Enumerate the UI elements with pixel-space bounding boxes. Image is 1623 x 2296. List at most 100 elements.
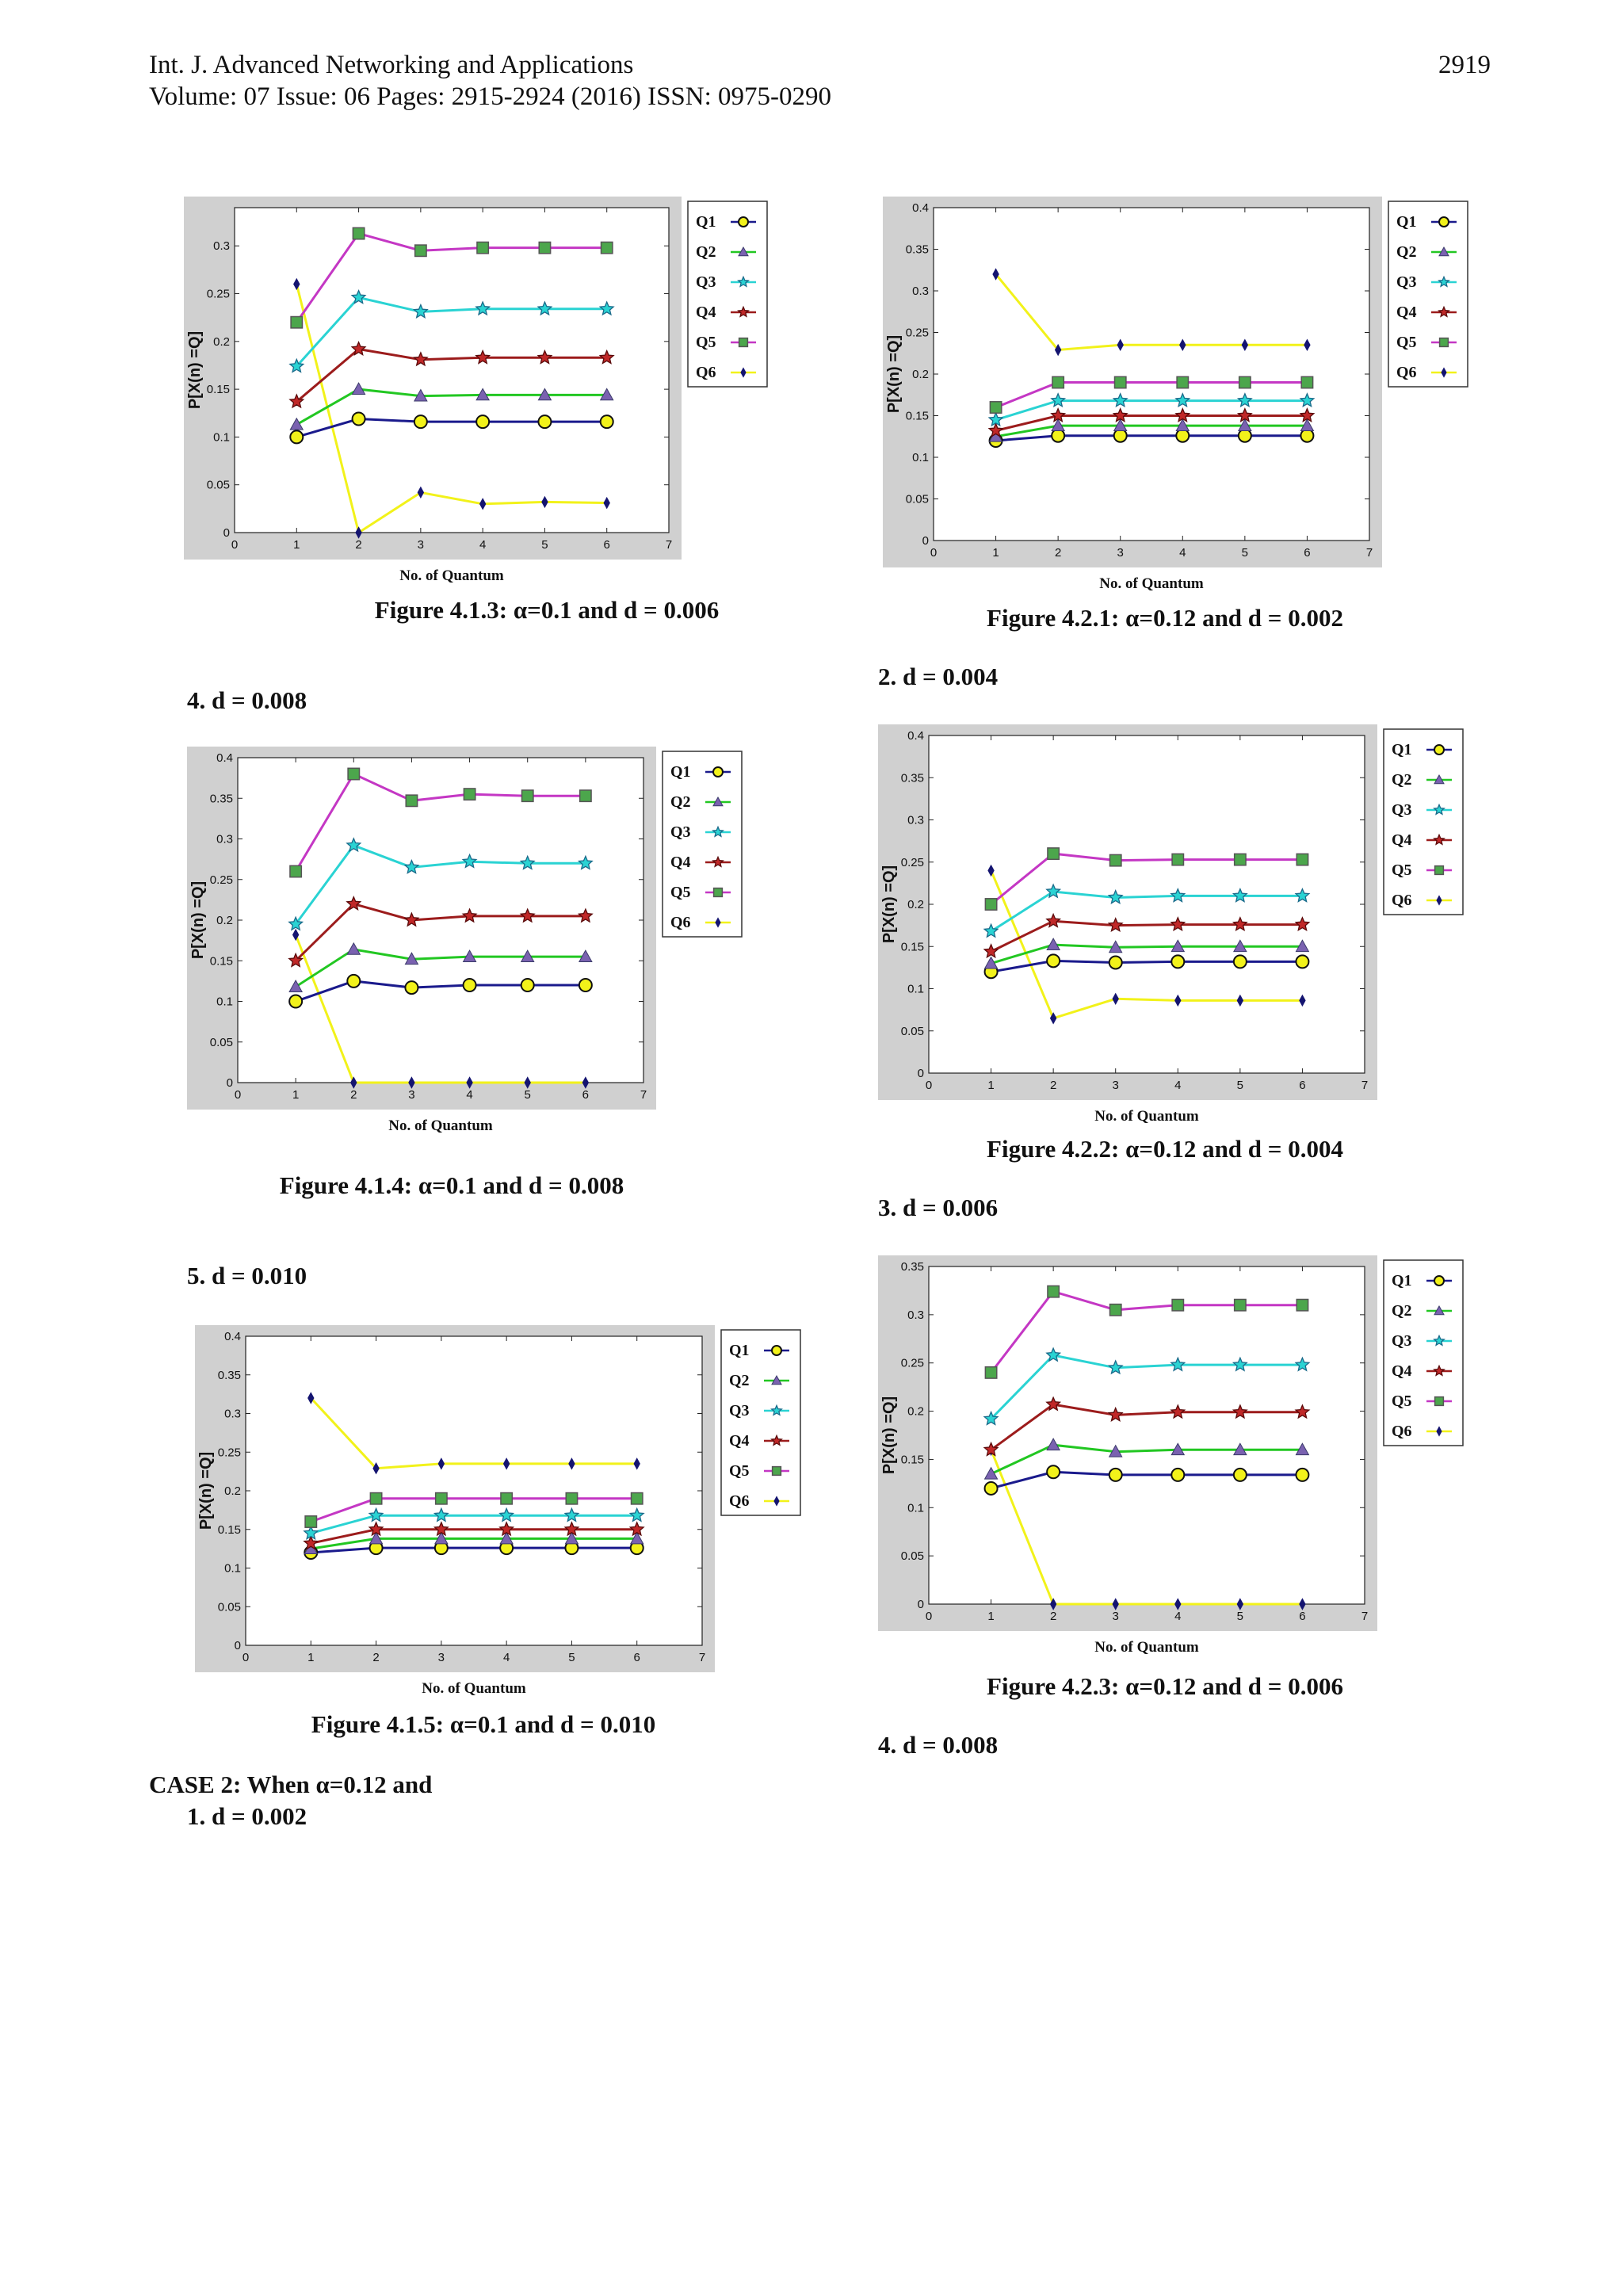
x-tick-label: 2 — [1055, 546, 1061, 560]
x-tick-label: 0 — [242, 1651, 249, 1664]
data-point-q4 — [1294, 916, 1311, 932]
data-point-q1 — [404, 980, 419, 995]
y-tick-label: 0.1 — [216, 995, 233, 1009]
data-point-q6 — [1304, 338, 1311, 351]
x-tick-label: 6 — [1299, 1079, 1305, 1092]
x-tick-label: 2 — [1050, 1079, 1056, 1092]
legend-entry: Q4 — [1392, 831, 1452, 849]
x-tick-label: 4 — [1179, 546, 1186, 560]
data-point-q1 — [1046, 953, 1061, 968]
data-point-q4 — [433, 1521, 449, 1537]
x-tick-label: 5 — [525, 1088, 531, 1102]
y-tick-label: 0.25 — [218, 1446, 241, 1459]
legend-label: Q5 — [729, 1462, 750, 1480]
legend-marker-q4 — [1433, 1364, 1445, 1377]
series-line-q1 — [991, 959, 1303, 973]
legend-box — [1383, 1259, 1464, 1446]
data-point-q5 — [304, 1515, 318, 1528]
legend-entry: Q1 — [1392, 1272, 1452, 1289]
figure-4-1-5: 0 0.05 0.1 0.15 0.2 0.25 0.3 0.35 0.4 0 1 2 3 4 5 6 7 No.… — [195, 1325, 807, 1701]
series-line-q6 — [294, 934, 586, 1084]
x-tick-label: 3 — [1117, 546, 1124, 560]
data-point-q3 — [475, 300, 491, 316]
data-point-q6 — [293, 277, 300, 291]
y-tick-label: 0 — [235, 1639, 241, 1652]
data-point-q5 — [1109, 1303, 1122, 1316]
legend-marker-q1 — [1438, 216, 1449, 227]
legend-entry: Q2 — [1392, 1302, 1452, 1320]
legend-marker-q5 — [1434, 865, 1445, 876]
legend-entry: Q5 — [729, 1462, 789, 1480]
legend-entry: Q4 — [670, 854, 731, 871]
data-point-q4 — [368, 1521, 384, 1537]
legend-label: Q2 — [1396, 243, 1417, 261]
data-point-q2 — [351, 382, 366, 395]
data-point-q5 — [984, 898, 998, 911]
x-tick-label: 5 — [1237, 1079, 1243, 1092]
data-point-q3 — [1050, 392, 1067, 408]
y-tick-label: 0.35 — [906, 243, 929, 257]
y-tick-label: 0.3 — [912, 285, 929, 298]
data-point-q3 — [1045, 1347, 1062, 1362]
data-point-q5 — [289, 865, 303, 878]
data-point-q4 — [1232, 1404, 1248, 1419]
data-point-q2 — [499, 1531, 514, 1545]
legend-entry: Q5 — [670, 884, 731, 901]
data-point-q3 — [537, 300, 553, 316]
y-tick-label: 0.2 — [912, 368, 929, 381]
data-point-q3 — [1232, 1356, 1248, 1372]
series-line-q4 — [990, 1403, 1303, 1451]
series-line-q2 — [295, 948, 586, 988]
series-line-q1 — [296, 417, 607, 438]
section-left-5: 5. d = 0.010 — [187, 1262, 307, 1289]
x-tick-label: 4 — [1174, 1610, 1181, 1623]
data-point-q4 — [1170, 916, 1186, 932]
data-point-q3 — [519, 854, 536, 870]
legend-entry: Q1 — [1392, 741, 1452, 758]
data-point-q4 — [412, 351, 429, 367]
data-point-q5 — [565, 1492, 579, 1505]
x-tick-label: 6 — [582, 1088, 589, 1102]
x-tick-label: 4 — [503, 1651, 510, 1664]
data-point-q4 — [1112, 407, 1128, 422]
data-point-q4 — [1294, 1404, 1311, 1419]
legend-entry: Q5 — [1392, 861, 1452, 879]
series-line-q6 — [990, 1449, 1303, 1606]
x-tick-label: 3 — [1113, 1610, 1119, 1623]
data-point-q5 — [476, 241, 490, 254]
plot-area — [933, 207, 1370, 541]
y-tick-label: 0 — [223, 526, 230, 540]
data-point-q1 — [288, 994, 304, 1009]
data-point-q3 — [1107, 889, 1124, 904]
legend-label: Q2 — [729, 1372, 750, 1389]
series-line-q1 — [311, 1546, 637, 1554]
y-tick-label: 0.25 — [906, 327, 929, 340]
y-tick-label: 0.4 — [912, 201, 929, 215]
data-point-q3 — [983, 1410, 999, 1426]
data-point-q4 — [1107, 1406, 1124, 1422]
data-point-q4 — [1236, 407, 1253, 422]
legend-label: Q3 — [1396, 273, 1417, 291]
legend-entry: Q1 — [696, 213, 756, 231]
data-point-q6 — [582, 1076, 590, 1089]
legend-entry: Q5 — [696, 334, 756, 351]
figure-caption: Figure 4.1.3: α=0.1 and d = 0.006 — [374, 596, 720, 624]
y-tick-label: 0.3 — [213, 239, 230, 253]
data-point-q5 — [1238, 376, 1251, 389]
y-tick-label: 0.3 — [224, 1408, 241, 1421]
line-chart: 0 0.05 0.1 0.15 0.2 0.25 0.3 0 1 2 3 4 5 6 7 No. of Qua… — [184, 197, 768, 584]
y-tick-label: 0.25 — [210, 873, 233, 887]
data-point-q4 — [563, 1521, 580, 1537]
data-point-q6 — [355, 526, 362, 539]
data-point-q2 — [1108, 940, 1123, 953]
data-point-q3 — [1170, 887, 1186, 903]
y-tick-label: 0 — [918, 1598, 924, 1611]
data-point-q5 — [630, 1492, 643, 1505]
legend-label: Q2 — [696, 243, 716, 261]
y-tick-label: 0 — [227, 1076, 233, 1090]
x-tick-label: 3 — [418, 538, 424, 552]
x-tick-label: 1 — [987, 1610, 994, 1623]
data-point-q3 — [598, 300, 615, 316]
line-chart: 0 0.05 0.1 0.15 0.2 0.25 0.3 0.35 0.4 0 1 2 3 4 5 6 7 No.… — [195, 1325, 801, 1697]
x-tick-label: 2 — [355, 538, 361, 552]
